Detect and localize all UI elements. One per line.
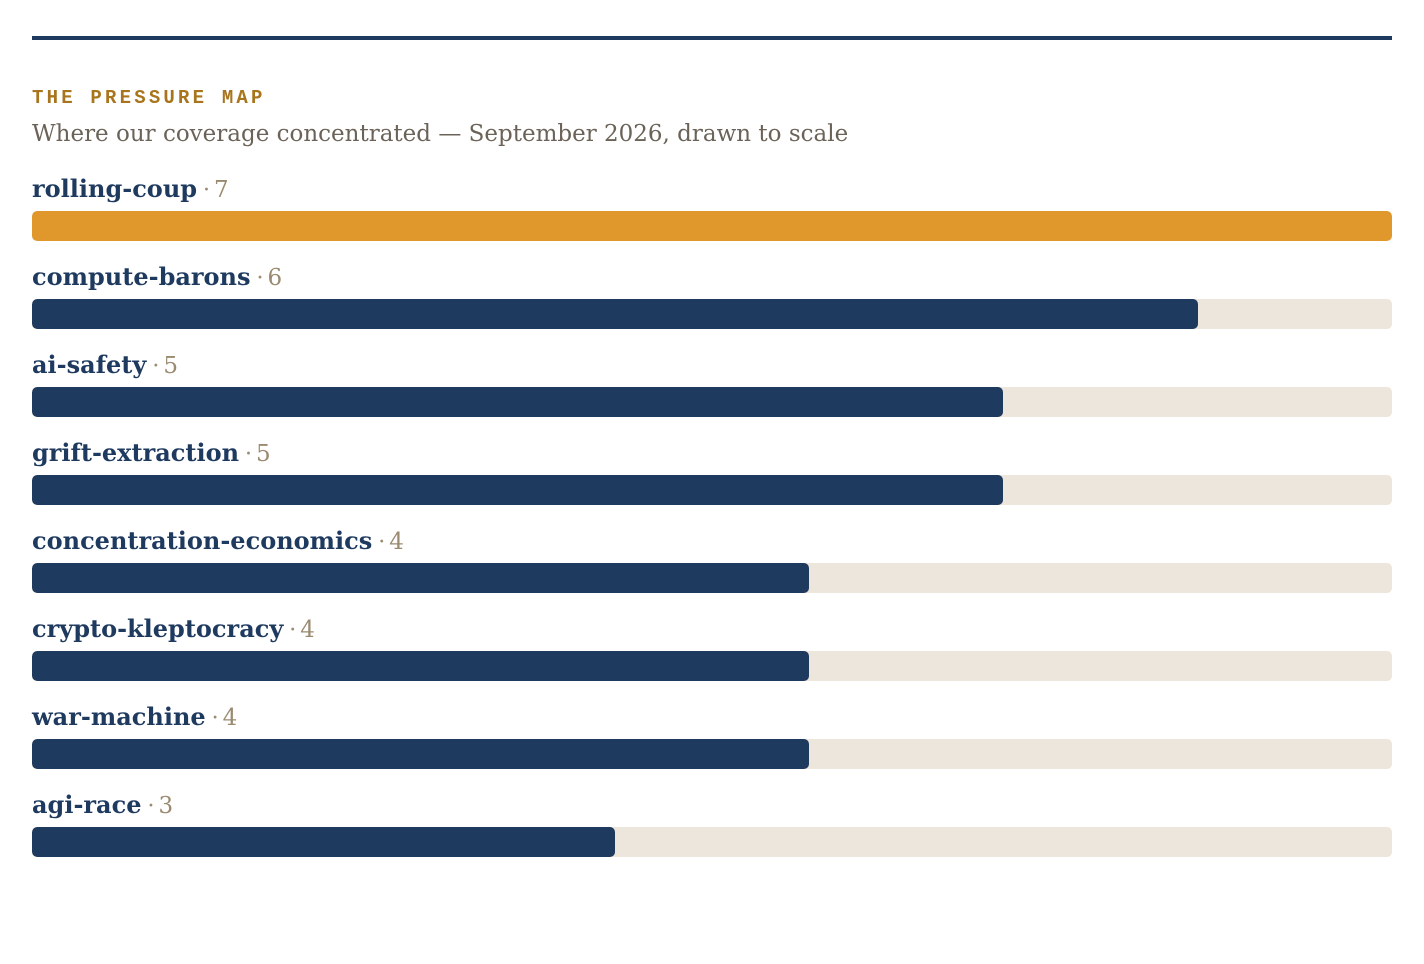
bar-label: compute-barons · 6	[32, 261, 1392, 299]
bar-label: concentration-economics · 4	[32, 525, 1392, 563]
bar-track	[32, 827, 1392, 857]
bar-label: war-machine · 4	[32, 701, 1392, 739]
topic-name: rolling-coup	[32, 174, 198, 203]
chart-kicker: THE PRESSURE MAP	[32, 87, 266, 109]
bar-label: agi-race · 3	[32, 789, 1392, 827]
bar-track	[32, 651, 1392, 681]
chart-subtitle: Where our coverage concentrated — Septem…	[32, 121, 849, 147]
topic-count: 5	[256, 441, 271, 467]
bar-fill	[32, 739, 810, 769]
topic-count: 4	[389, 529, 404, 555]
bar-label: ai-safety · 5	[32, 349, 1392, 387]
bar-fill	[32, 299, 1198, 329]
bar-fill	[32, 651, 810, 681]
bar-label: rolling-coup · 7	[32, 173, 1392, 211]
separator-dot: ·	[245, 442, 253, 467]
bar-row: agi-race · 3	[32, 789, 1392, 877]
topic-name: grift-extraction	[32, 438, 240, 467]
bar-row: ai-safety · 5	[32, 349, 1392, 437]
bar-fill	[32, 475, 1004, 505]
bar-row: war-machine · 4	[32, 701, 1392, 789]
topic-count: 7	[214, 177, 229, 203]
topic-name: crypto-kleptocracy	[32, 614, 284, 643]
separator-dot: ·	[378, 530, 386, 555]
bar-track	[32, 475, 1392, 505]
separator-dot: ·	[147, 794, 155, 819]
bar-fill	[32, 827, 615, 857]
top-rule	[32, 36, 1392, 40]
topic-name: concentration-economics	[32, 526, 373, 555]
bar-row: concentration-economics · 4	[32, 525, 1392, 613]
topic-count: 4	[300, 617, 315, 643]
topic-name: war-machine	[32, 702, 206, 731]
bar-track	[32, 387, 1392, 417]
pressure-map-panel: THE PRESSURE MAP Where our coverage conc…	[32, 36, 1392, 877]
bar-track	[32, 739, 1392, 769]
separator-dot: ·	[203, 178, 211, 203]
bar-row: compute-barons · 6	[32, 261, 1392, 349]
bar-fill	[32, 211, 1392, 241]
bar-track	[32, 299, 1392, 329]
topic-count: 4	[222, 705, 238, 731]
separator-dot: ·	[256, 266, 264, 291]
separator-dot: ·	[211, 706, 219, 731]
bar-row: grift-extraction · 5	[32, 437, 1392, 525]
bar-list: rolling-coup · 7 compute-barons · 6 ai-safety ·…	[32, 173, 1392, 877]
topic-count: 3	[158, 793, 174, 819]
bar-label: crypto-kleptocracy · 4	[32, 613, 1392, 651]
bar-track	[32, 563, 1392, 593]
topic-name: ai-safety	[32, 350, 147, 379]
bar-label: grift-extraction · 5	[32, 437, 1392, 475]
bar-fill	[32, 387, 1004, 417]
bar-row: rolling-coup · 7	[32, 173, 1392, 261]
topic-count: 6	[267, 265, 283, 291]
separator-dot: ·	[289, 618, 297, 643]
separator-dot: ·	[152, 354, 160, 379]
bar-row: crypto-kleptocracy · 4	[32, 613, 1392, 701]
bar-track	[32, 211, 1392, 241]
bar-fill	[32, 563, 810, 593]
topic-name: agi-race	[32, 790, 142, 819]
topic-count: 5	[163, 353, 178, 379]
topic-name: compute-barons	[32, 262, 251, 291]
